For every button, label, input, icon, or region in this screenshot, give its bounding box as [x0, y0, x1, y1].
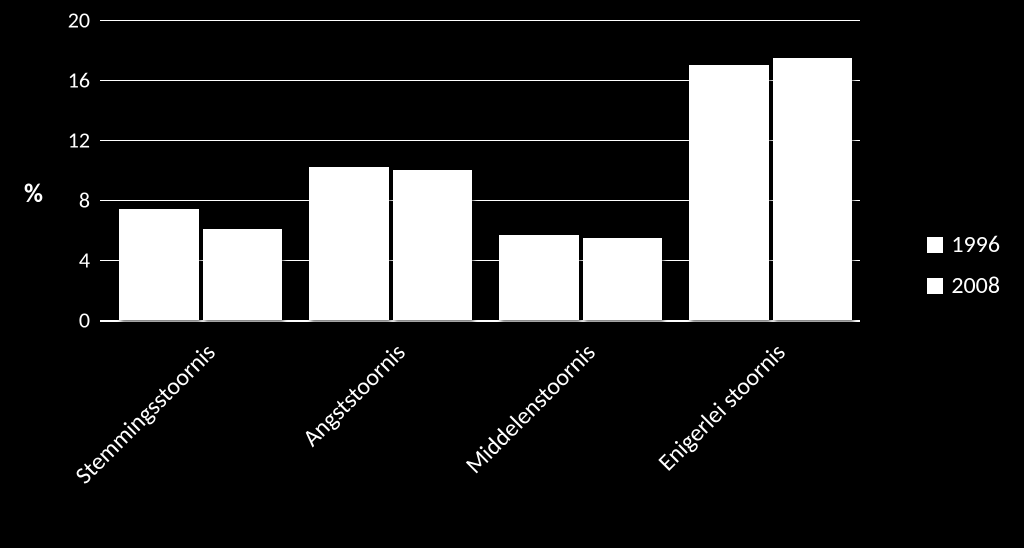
gridline [100, 20, 860, 21]
bar [689, 65, 769, 320]
legend-item-1996: 1996 [927, 230, 1000, 259]
legend-label: 2008 [951, 271, 1000, 300]
chart-container: 048121620 % 1996 2008 StemmingsstoornisA… [0, 0, 1024, 548]
gridline [100, 320, 860, 321]
bar [203, 229, 283, 321]
y-tick-label: 12 [44, 127, 90, 154]
x-tick-label: Angststoornis [207, 338, 411, 542]
y-axis-title: % [24, 177, 43, 209]
y-tick-label: 4 [44, 247, 90, 274]
bar [309, 167, 389, 320]
bar [393, 170, 473, 320]
legend: 1996 2008 [927, 230, 1000, 312]
x-tick-label: Middelenstoornis [397, 338, 601, 542]
y-tick-label: 8 [44, 187, 90, 214]
x-tick-label: Enigerlei stoornis [587, 338, 791, 542]
bar [499, 235, 579, 321]
legend-label: 1996 [951, 230, 1000, 259]
legend-swatch-icon [927, 237, 943, 253]
x-tick-label: Stemmingsstoornis [17, 338, 221, 542]
legend-swatch-icon [927, 278, 943, 294]
y-tick-label: 16 [44, 67, 90, 94]
bar [773, 58, 853, 321]
bar [119, 209, 199, 320]
plot-area: 048121620 [100, 20, 860, 322]
bar [583, 238, 663, 321]
y-tick-label: 20 [44, 7, 90, 34]
y-tick-label: 0 [44, 307, 90, 334]
legend-item-2008: 2008 [927, 271, 1000, 300]
